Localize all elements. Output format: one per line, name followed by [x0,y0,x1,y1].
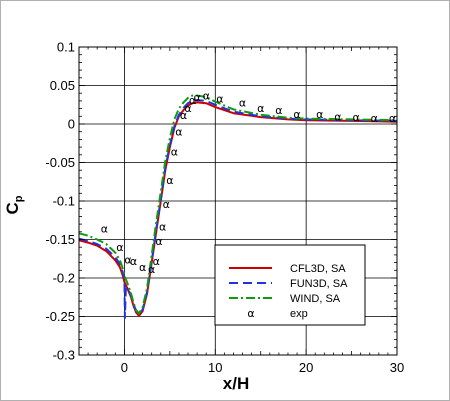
y-tick-label: 0.1 [57,40,75,55]
y-tick-label: -0.1 [53,194,75,209]
exp-marker: α [193,91,200,104]
y-tick-label: -0.05 [45,155,75,170]
exp-marker: α [371,112,378,125]
exp-marker: α [239,96,246,109]
axis-ticks [78,46,398,356]
y-axis-title-sub: p [13,195,25,202]
x-tick-labels: 0 10 20 30 [121,360,404,375]
exp-marker: α [166,174,173,187]
y-tick-label: 0.05 [50,78,75,93]
legend-label-0: CFL3D, SA [290,263,346,275]
legend-swatch-3: α [247,307,254,320]
y-tick-label: -0.15 [45,232,75,247]
x-axis-title: x/H [223,374,249,393]
exp-marker: α [293,108,300,121]
exp-marker: α [334,110,341,123]
exp-marker: α [216,93,223,106]
legend-label-1: FUN3D, SA [290,278,348,290]
y-tick-label: -0.2 [53,271,75,286]
exp-marker: α [171,146,178,159]
legend-box [214,244,366,326]
exp-marker: α [389,112,396,125]
legend-label-3: exp [290,308,308,320]
exp-marker: α [101,223,108,236]
y-tick-labels: -0.3 -0.25 -0.2 -0.15 -0.1 -0.05 0 0.05 0.1 [45,40,75,363]
series-line-1 [78,99,398,319]
y-axis-title: Cp [3,195,25,214]
exp-marker: α [148,263,155,276]
exp-marker: α [124,254,131,267]
exp-marker: α [155,235,162,248]
y-axis-title-main: C [3,202,22,214]
series-lines [78,94,398,319]
series-line-2 [78,94,398,315]
exp-marker: α [163,198,170,211]
x-tick-label: 0 [121,360,128,375]
y-tick-label: -0.3 [53,348,75,363]
exp-marker: α [139,261,146,274]
exp-marker: α [116,241,123,254]
exp-marker: α [180,109,187,122]
exp-marker: α [352,111,359,124]
x-tick-label: 10 [208,360,222,375]
exp-marker: α [257,102,264,115]
y-tick-label: 0 [68,117,75,132]
x-tick-label: 20 [299,360,313,375]
legend: CFL3D, SA FUN3D, SA WIND, SA α exp [214,244,366,326]
x-tick-label: 30 [390,360,404,375]
exp-marker: α [316,108,323,121]
exp-marker: α [175,126,182,139]
legend-label-2: WIND, SA [290,293,341,305]
y-tick-label: -0.25 [45,309,75,324]
exp-marker: α [275,104,282,117]
exp-marker: α [159,220,166,233]
exp-marker: α [153,255,160,268]
exp-marker: α [130,255,137,268]
exp-marker: α [189,94,196,107]
exp-marker: α [203,90,210,103]
exp-marker: α [184,102,191,115]
series-line-0 [78,101,398,317]
